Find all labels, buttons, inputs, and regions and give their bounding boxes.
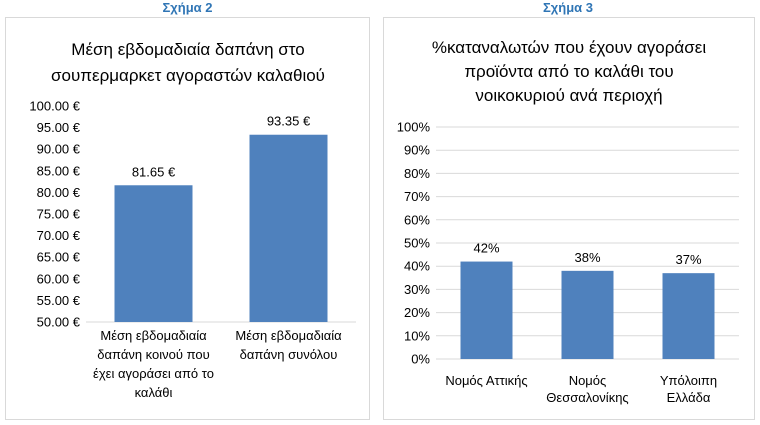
- chart-0-y-tick-label: 80.00 €: [37, 185, 81, 200]
- chart-1-y-tick-label: 0%: [411, 352, 430, 367]
- chart-0-category-label: Μέση εβδομαδιαία: [100, 328, 207, 343]
- chart-1-data-label: 42%: [473, 241, 499, 256]
- chart-0-y-tick-label: 55.00 €: [37, 293, 81, 308]
- chart-0-bar: [114, 185, 193, 322]
- chart-0-y-tick-label: 75.00 €: [37, 207, 81, 222]
- chart-0-data-label: 93.35 €: [267, 114, 311, 129]
- chart-0-y-tick-label: 70.00 €: [37, 228, 81, 243]
- chart-0-category-label: έχει αγοράσει από το: [93, 366, 214, 381]
- chart-1-y-tick-label: 70%: [404, 189, 430, 204]
- chart-0-category-label: δαπάνη συνόλου: [240, 347, 338, 362]
- chart-panel-regions: %καταναλωτών που έχουν αγοράσει προϊόντα …: [383, 17, 755, 420]
- chart-1-y-tick-label: 10%: [404, 328, 430, 343]
- chart-0-y-tick-label: 85.00 €: [37, 163, 81, 178]
- chart-1-category-label: Νομός Αττικής: [445, 373, 527, 388]
- chart-1-title-line: %καταναλωτών που έχουν αγοράσει: [432, 38, 706, 57]
- chart-1-y-tick-label: 60%: [404, 212, 430, 227]
- chart-1-bar: [460, 261, 513, 359]
- chart-0-data-label: 81.65 €: [132, 164, 176, 179]
- chart-0-y-tick-label: 90.00 €: [37, 142, 81, 157]
- chart-0-bar: [249, 134, 328, 322]
- chart-0-title-line: σουπερμαρκετ αγοραστών καλαθιού: [51, 66, 325, 85]
- chart-0-y-tick-label: 65.00 €: [37, 250, 81, 265]
- figure-2-label: Σχήμα 2: [162, 0, 213, 15]
- chart-1-data-label: 38%: [574, 250, 600, 265]
- chart-1-y-tick-label: 100%: [397, 120, 431, 135]
- chart-1-y-tick-label: 90%: [404, 143, 430, 158]
- chart-1-y-tick-label: 50%: [404, 236, 430, 251]
- chart-0-y-tick-label: 50.00 €: [37, 315, 81, 330]
- chart-0-y-tick-label: 60.00 €: [37, 271, 81, 286]
- chart-panel-expenditure: Μέση εβδομαδιαία δαπάνη στο σουπερμαρκετ …: [5, 17, 370, 420]
- chart-1-category-label: Θεσσαλονίκης: [546, 390, 628, 405]
- chart-0-category-label: δαπάνη κοινού που: [97, 347, 209, 362]
- chart-1-y-tick-label: 30%: [404, 282, 430, 297]
- chart-1-category-label: Νομός: [569, 373, 607, 388]
- figure-3-label: Σχήμα 3: [542, 0, 593, 15]
- chart-1-title-line: νοικοκυριού ανά περιοχή: [475, 86, 662, 105]
- chart-0-category-label: καλάθι: [135, 385, 173, 400]
- chart-1-data-label: 37%: [675, 252, 701, 267]
- chart-0-y-tick-label: 100.00 €: [29, 99, 80, 114]
- chart-1-y-tick-label: 20%: [404, 305, 430, 320]
- chart-1-title-line: προϊόντα από το καλάθι του: [464, 62, 673, 81]
- chart-1-category-label: Ελλάδα: [667, 390, 711, 405]
- chart-1-bar: [561, 270, 614, 359]
- chart-1-category-label: Υπόλοιπη: [660, 373, 717, 388]
- region-percentage-bar-chart: %καταναλωτών που έχουν αγοράσει προϊόντα …: [397, 38, 739, 405]
- chart-1-y-tick-label: 80%: [404, 166, 430, 181]
- chart-0-title-line: Μέση εβδομαδιαία δαπάνη στο: [71, 40, 304, 59]
- expenditure-bar-chart: Μέση εβδομαδιαία δαπάνη στο σουπερμαρκετ …: [29, 40, 356, 400]
- chart-1-bar: [662, 273, 715, 359]
- chart-0-y-tick-label: 95.00 €: [37, 120, 81, 135]
- chart-0-category-label: Μέση εβδομαδιαία: [235, 328, 342, 343]
- chart-1-y-tick-label: 40%: [404, 259, 430, 274]
